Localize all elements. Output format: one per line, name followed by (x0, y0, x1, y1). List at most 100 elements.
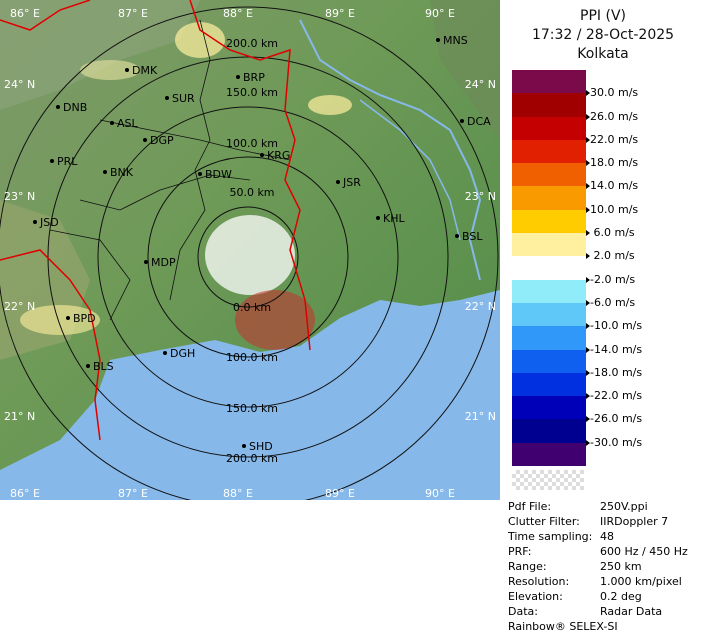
radar-map[interactable]: 86° E 87° E 88° E 89° E 90° E 86° E 87° E 88° … (0, 0, 500, 500)
meta-row: Clutter Filter: IIRDoppler 7 (508, 514, 706, 529)
range-label-north: 150.0 km (226, 86, 278, 99)
legend-tick (586, 253, 590, 260)
bay-of-bengal (0, 290, 500, 500)
meta-key: Clutter Filter: (508, 515, 580, 528)
legend-label: 22.0 m/s (590, 132, 639, 146)
city-label-bls: BLS (93, 360, 114, 373)
legend-tick (586, 369, 590, 376)
legend-tick (586, 299, 590, 306)
meta-value: IIRDoppler 7 (600, 515, 669, 528)
legend-tick (586, 230, 590, 237)
city-dot (163, 351, 167, 355)
lon-label-top: 88° E (223, 7, 253, 20)
radar-echo-red (235, 290, 315, 350)
city-dot (33, 220, 37, 224)
lat-label-left: 21° N (4, 410, 35, 423)
lon-labels-top: 86° E 87° E 88° E 89° E 90° E (10, 7, 455, 20)
city-dot (460, 119, 464, 123)
city-label-asl: ASL (117, 117, 139, 130)
city-dot (56, 105, 60, 109)
legend-label: -22.0 m/s (590, 389, 643, 403)
lat-label-left: 23° N (4, 190, 35, 203)
legend-tick (586, 160, 590, 167)
city-dot (144, 260, 148, 264)
district-borders (49, 19, 291, 321)
lon-label-top: 90° E (425, 7, 455, 20)
city-dot (50, 159, 54, 163)
city-label-jsd: JSD (39, 216, 59, 229)
legend-swatch (512, 116, 586, 141)
city-label-prl: PRL (57, 155, 78, 168)
meta-key: Resolution: (508, 575, 570, 588)
city-dot (260, 153, 264, 157)
terrain-patch (430, 0, 500, 140)
meta-value: 48 (600, 530, 614, 543)
range-label-north: 200.0 km (226, 37, 278, 50)
legend-swatch (512, 70, 586, 94)
city-dot (376, 216, 380, 220)
city-label-dmk: DMK (132, 64, 158, 77)
legend-label: 26.0 m/s (590, 109, 639, 123)
city-dot (125, 68, 129, 72)
city-dot (165, 96, 169, 100)
meta-row: Time sampling: 48 (508, 529, 706, 544)
lon-label-top: 89° E (325, 7, 355, 20)
lon-label-bottom: 86° E (10, 487, 40, 500)
legend-label: -2.0 m/s (590, 272, 636, 286)
city-dot (455, 234, 459, 238)
meta-key: Range: (508, 560, 547, 573)
legend-label: 2.0 m/s (590, 249, 635, 263)
footer-brand: Rainbow® SELEX-SI (508, 620, 618, 633)
legend-label: -18.0 m/s (590, 365, 643, 379)
lat-label-right: 24° N (465, 78, 496, 91)
city-label-brp: BRP (243, 71, 265, 84)
river (299, 19, 482, 281)
meta-key: Elevation: (508, 590, 563, 603)
lat-label-right: 22° N (465, 300, 496, 313)
international-border (0, 0, 311, 441)
radar-echo-center (205, 215, 295, 295)
meta-value: 250 km (600, 560, 642, 573)
legend-tick (586, 90, 590, 97)
legend-swatch (512, 233, 586, 257)
legend-label: -14.0 m/s (590, 342, 643, 356)
meta-row: Range: 250 km (508, 559, 706, 574)
city-dot (336, 180, 340, 184)
lon-labels-bottom: 86° E 87° E 88° E 89° E 90° E (10, 487, 455, 500)
legend-label: -10.0 m/s (590, 319, 643, 333)
city-dot (143, 138, 147, 142)
legend-panel: PPI (V) 17:32 / 28-Oct-2025 Kolkata 30.0… (500, 0, 706, 500)
legend-tick (586, 416, 590, 423)
meta-value: 1.000 km/pixel (600, 575, 682, 588)
lat-labels-left: 24° N 23° N 22° N 21° N (4, 78, 35, 423)
legend-swatch (512, 442, 586, 467)
product-title: PPI (V) (580, 8, 626, 24)
metadata-block: Pdf File: 250V.ppi Clutter Filter: IIRDoppl… (508, 499, 706, 634)
city-dot (66, 316, 70, 320)
city-label-mdp: MDP (151, 256, 176, 269)
city-label-dgp: DGP (150, 134, 174, 147)
city-label-sur: SUR (172, 92, 195, 105)
city-label-shd: SHD (249, 440, 273, 453)
lat-label-right: 23° N (465, 190, 496, 203)
meta-row: PRF: 600 Hz / 450 Hz (508, 544, 706, 559)
legend-label: -30.0 m/s (590, 435, 643, 449)
meta-key: Data: (508, 605, 538, 618)
lon-label-top: 86° E (10, 7, 40, 20)
city-label-dgh: DGH (170, 347, 195, 360)
city-label-bnk: BNK (110, 166, 134, 179)
meta-value: 600 Hz / 450 Hz (600, 545, 688, 558)
legend-tick (586, 183, 590, 190)
lat-label-left: 22° N (4, 300, 35, 313)
legend-label: -6.0 m/s (590, 295, 636, 309)
lat-label-left: 24° N (4, 78, 35, 91)
legend-label: -26.0 m/s (590, 412, 643, 426)
legend-tick (586, 113, 590, 120)
city-label-mns: MNS (443, 34, 468, 47)
city-label-krg: KRG (267, 149, 290, 162)
range-label-south: 0.0 km (233, 301, 271, 314)
city-dot (242, 444, 246, 448)
radar-echo-yellow (80, 60, 140, 80)
meta-row: Pdf File: 250V.ppi (508, 499, 706, 514)
legend-tick (586, 136, 590, 143)
